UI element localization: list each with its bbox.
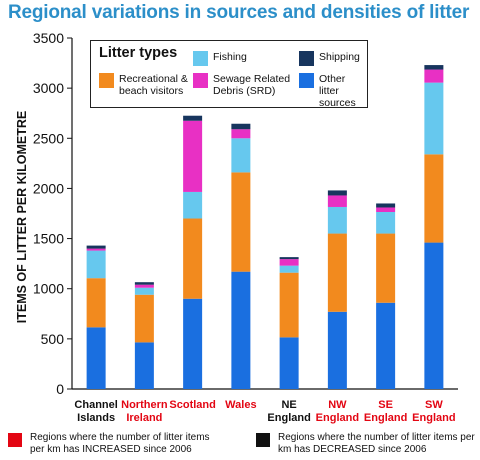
bar-segment — [424, 154, 444, 243]
y-axis: 0 500 1000 1500 2000 2500 3000 3500 — [33, 30, 458, 397]
bar-segment — [376, 233, 396, 303]
bar-segment — [134, 294, 154, 343]
y-tick-label: 1500 — [33, 231, 64, 247]
category-label: NE — [281, 399, 296, 411]
bar-segment — [279, 272, 299, 338]
bar-segment — [424, 65, 444, 70]
y-tick-label: 3000 — [33, 80, 64, 96]
bar-segment — [86, 250, 106, 279]
bar-segment — [327, 233, 347, 312]
bar-segment — [376, 302, 396, 389]
chart-title: Regional variations in sources and densi… — [8, 2, 470, 23]
legend-label-other: Other litter sources — [319, 73, 356, 109]
legend-item-recreational: Recreational & beach visitors — [99, 73, 195, 97]
legend-item-other: Other litter sources — [299, 73, 367, 109]
legend-item-sewage: Sewage Related Debris (SRD) — [193, 73, 303, 97]
y-tick-label: 1000 — [33, 281, 64, 297]
bar-segment — [134, 287, 154, 295]
category-label: Northern — [121, 399, 168, 411]
y-tick-label: 3500 — [33, 30, 64, 46]
legend-label-shipping: Shipping — [319, 51, 360, 63]
legend: Litter types Fishing Shipping Recreation… — [90, 40, 368, 109]
recreational-swatch — [99, 73, 114, 88]
bars — [86, 65, 444, 389]
category-label: SW — [425, 399, 443, 411]
other-swatch — [299, 73, 314, 88]
bar-segment — [134, 284, 154, 288]
increased-swatch — [8, 433, 22, 447]
category-label: Channel — [74, 399, 117, 411]
category-label-line2: Islands — [77, 412, 115, 424]
sewage-swatch — [193, 73, 208, 88]
y-tick-label: 500 — [41, 331, 65, 347]
category-label-line2: England — [316, 412, 359, 424]
bar-segment — [86, 245, 106, 249]
bar-segment — [376, 207, 396, 212]
bar-segment — [327, 206, 347, 234]
legend-item-shipping: Shipping — [299, 51, 360, 66]
bar-segment — [86, 248, 106, 251]
legend-label-sewage: Sewage Related Debris (SRD) — [213, 73, 291, 97]
y-tick-label: 2500 — [33, 130, 64, 146]
bar-segment — [183, 218, 203, 299]
bar-segment — [231, 129, 251, 139]
legend-label-fishing: Fishing — [213, 51, 247, 63]
bar-segment — [327, 195, 347, 207]
bar-segment — [424, 69, 444, 83]
bar-segment — [376, 211, 396, 234]
bar-segment — [231, 138, 251, 173]
bar-segment — [86, 278, 106, 328]
bar-segment — [424, 242, 444, 389]
bar-segment — [86, 327, 106, 389]
shipping-swatch — [299, 51, 314, 66]
footnote-increased: Regions where the number of litter items… — [8, 432, 218, 456]
bar-segment — [279, 337, 299, 389]
bar-segment — [231, 172, 251, 272]
bar-segment — [279, 265, 299, 273]
category-label-line2: England — [412, 412, 455, 424]
legend-title: Litter types — [99, 45, 178, 61]
bar-segment — [279, 257, 299, 260]
category-label: SE — [378, 399, 393, 411]
y-tick-label: 0 — [56, 381, 64, 397]
category-label: Scotland — [169, 399, 215, 411]
fishing-swatch — [193, 51, 208, 66]
bar-segment — [183, 191, 203, 219]
legend-item-fishing: Fishing — [193, 51, 247, 66]
bar-segment — [376, 203, 396, 208]
bar-segment — [183, 298, 203, 389]
bar-segment — [134, 342, 154, 389]
category-label: Wales — [225, 399, 256, 411]
category-label-line2: Ireland — [126, 412, 162, 424]
category-label: NW — [328, 399, 347, 411]
decreased-swatch — [256, 433, 270, 447]
bar-segment — [183, 115, 203, 121]
bar-segment — [327, 190, 347, 196]
y-tick-label: 2000 — [33, 180, 64, 196]
category-label-line2: England — [267, 412, 310, 424]
footnote-increased-text: Regions where the number of litter items… — [30, 432, 210, 455]
legend-label-recreational: Recreational & beach visitors — [119, 73, 188, 97]
category-label-line2: England — [364, 412, 407, 424]
bar-segment — [279, 259, 299, 266]
bar-segment — [183, 120, 203, 192]
footnote-decreased: Regions where the number of litter items… — [256, 432, 476, 456]
bar-segment — [327, 311, 347, 389]
bar-segment — [424, 82, 444, 155]
bar-segment — [134, 282, 154, 285]
bar-segment — [231, 271, 251, 389]
footnote-decreased-text: Regions where the number of litter items… — [278, 432, 475, 455]
bar-segment — [231, 123, 251, 130]
